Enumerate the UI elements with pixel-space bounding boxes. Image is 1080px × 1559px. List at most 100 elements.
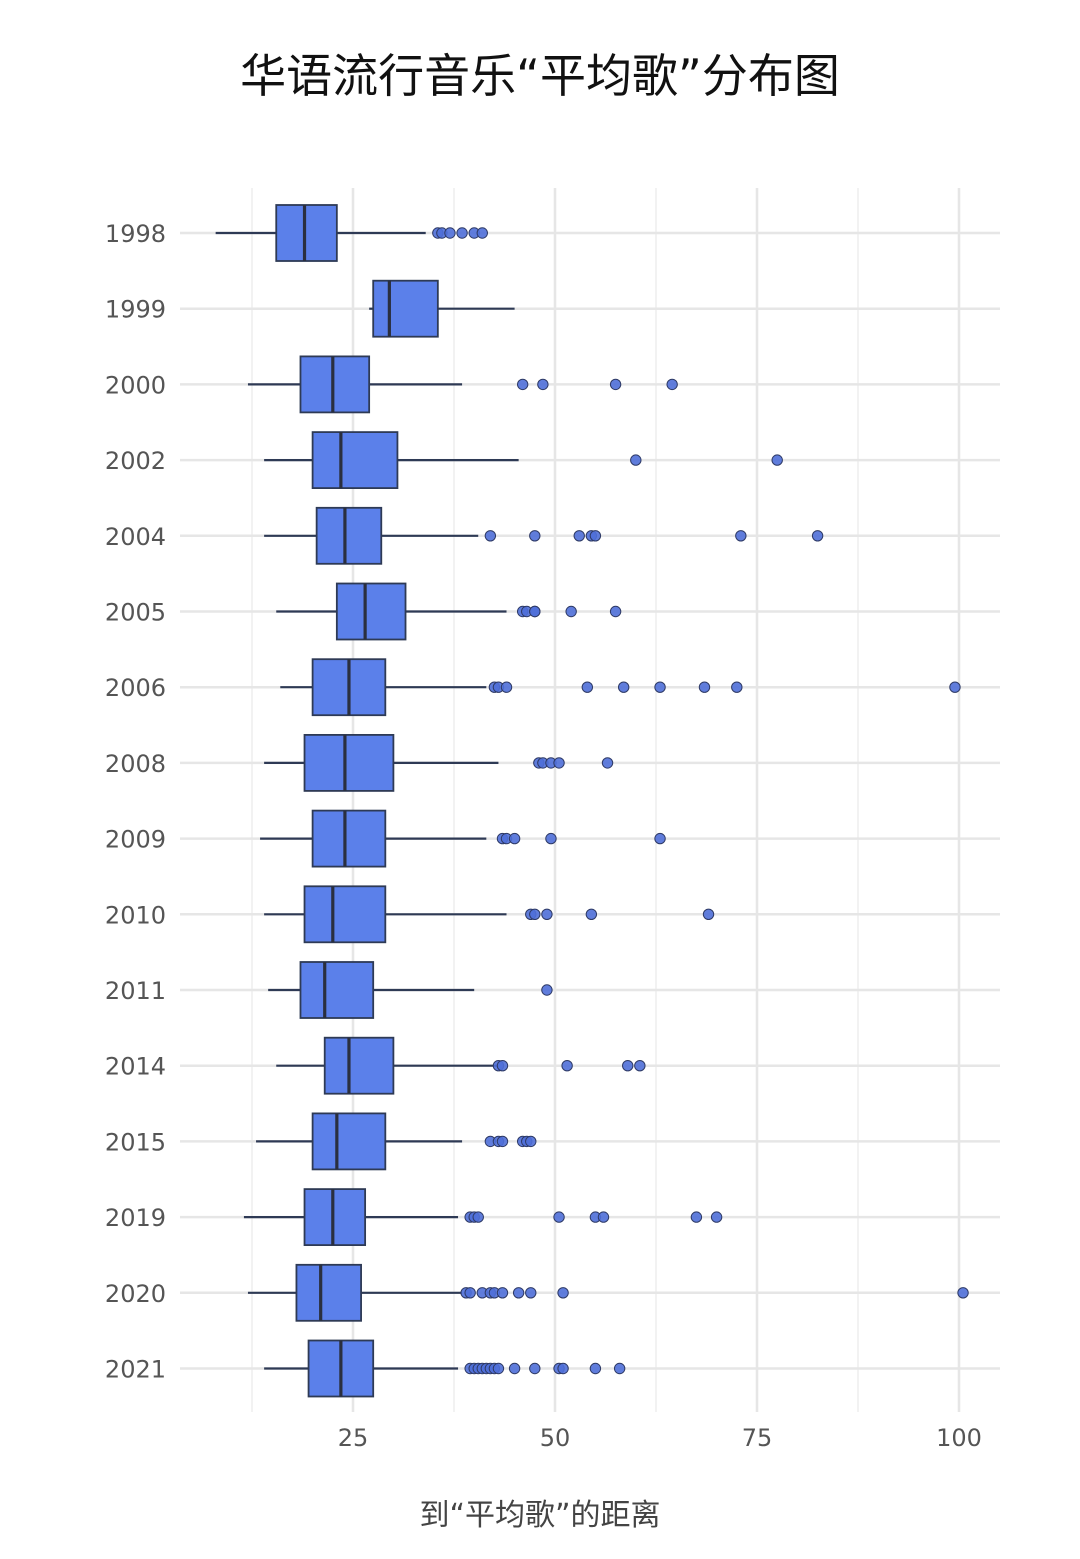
box-2019 (243, 1188, 723, 1246)
box-2020 (247, 1263, 969, 1322)
outlier-point (811, 530, 824, 542)
outlier-point (581, 681, 594, 693)
outlier-point (735, 530, 747, 542)
y-tick-label: 2015 (105, 1128, 166, 1156)
outlier-point (529, 908, 541, 920)
iqr-box (323, 1036, 395, 1095)
iqr-box (299, 961, 375, 1019)
box-2008 (264, 734, 614, 792)
outlier-point (529, 530, 541, 542)
box-2014 (276, 1036, 646, 1095)
x-axis-label: 到“平均歌”的距离 (419, 1498, 661, 1533)
outlier-point (949, 681, 961, 693)
y-tick-labels: 1998 1999 2000 2002 2004 2005 2006 2008 2009 2010… (105, 220, 166, 1384)
outlier-point (553, 1211, 565, 1223)
outlier-point (589, 1362, 602, 1375)
outlier-point (589, 530, 602, 542)
box-2011 (268, 961, 553, 1019)
outlier-point (525, 1135, 537, 1148)
x-tick-label: 100 (936, 1424, 982, 1452)
outlier-point (496, 1287, 509, 1299)
box-2000 (247, 355, 678, 414)
chart-title: 华语流行音乐“平均歌”分布图 (240, 49, 840, 103)
outlier-point (597, 1211, 610, 1223)
outlier-point (472, 1211, 484, 1223)
iqr-box (335, 582, 407, 641)
outlier-point (557, 1287, 569, 1299)
box-1998 (215, 204, 488, 262)
iqr-box (311, 1112, 387, 1171)
iqr-box (303, 885, 387, 944)
outlier-point (561, 1060, 573, 1072)
y-tick-label: 1999 (105, 296, 166, 324)
outlier-point (464, 1287, 476, 1299)
box-2009 (260, 809, 666, 868)
iqr-box (311, 809, 387, 868)
outlier-point (698, 681, 711, 693)
box-2010 (264, 885, 715, 944)
box-2021 (264, 1339, 626, 1398)
outlier-point (609, 605, 622, 618)
y-tick-label: 2011 (105, 977, 166, 1005)
outlier-point (529, 1362, 541, 1375)
outlier-point (630, 454, 642, 466)
y-tick-label: 2006 (105, 674, 166, 702)
outlier-point (585, 908, 598, 920)
y-tick-label: 2021 (105, 1356, 166, 1384)
outlier-point (525, 1287, 537, 1299)
y-tick-label: 2002 (105, 447, 166, 475)
y-tick-label: 2008 (105, 750, 166, 778)
x-tick-label: 50 (540, 1424, 571, 1452)
y-tick-label: 2019 (105, 1204, 166, 1232)
y-tick-label: 2014 (105, 1053, 166, 1081)
outlier-point (565, 605, 577, 618)
outlier-point (496, 1135, 509, 1148)
box-2004 (264, 506, 824, 565)
outlier-point (957, 1287, 969, 1299)
iqr-box (315, 506, 383, 565)
outlier-point (508, 832, 521, 845)
y-tick-label: 2004 (105, 523, 166, 551)
outlier-point (609, 378, 622, 391)
iqr-box (299, 355, 371, 414)
outlier-point (476, 227, 488, 239)
x-tick-label: 25 (338, 1424, 369, 1452)
outlier-point (634, 1060, 646, 1072)
outlier-point (622, 1060, 634, 1072)
y-tick-label: 2010 (105, 901, 166, 929)
iqr-box (303, 734, 395, 792)
outlier-point (617, 681, 630, 693)
outlier-point (690, 1211, 703, 1223)
box-2005 (276, 582, 622, 641)
iqr-box (311, 431, 399, 490)
outlier-point (702, 908, 715, 920)
outlier-point (529, 605, 541, 618)
outlier-point (710, 1211, 723, 1223)
y-tick-label: 2009 (105, 826, 166, 854)
outlier-point (545, 832, 557, 845)
outlier-point (601, 757, 614, 769)
outlier-point (444, 227, 456, 239)
iqr-box (303, 1188, 367, 1246)
outlier-point (456, 227, 468, 239)
outlier-point (553, 757, 565, 769)
x-tick-labels: 25 50 75 100 (338, 1424, 982, 1452)
outlier-point (666, 378, 678, 391)
outlier-point (557, 1362, 569, 1375)
y-tick-label: 2000 (105, 371, 166, 399)
y-tick-label: 2005 (105, 599, 166, 627)
outlier-point (573, 530, 585, 542)
iqr-box (295, 1263, 362, 1322)
box-2002 (264, 431, 783, 490)
x-tick-label: 75 (742, 1424, 773, 1452)
outlier-point (508, 1362, 521, 1375)
iqr-box (275, 204, 338, 262)
outlier-point (537, 378, 549, 391)
box-1999 (369, 279, 515, 338)
iqr-box (372, 279, 439, 338)
outlier-point (516, 378, 529, 391)
boxes (215, 204, 969, 1398)
outlier-point (654, 832, 666, 845)
outlier-point (500, 681, 513, 693)
